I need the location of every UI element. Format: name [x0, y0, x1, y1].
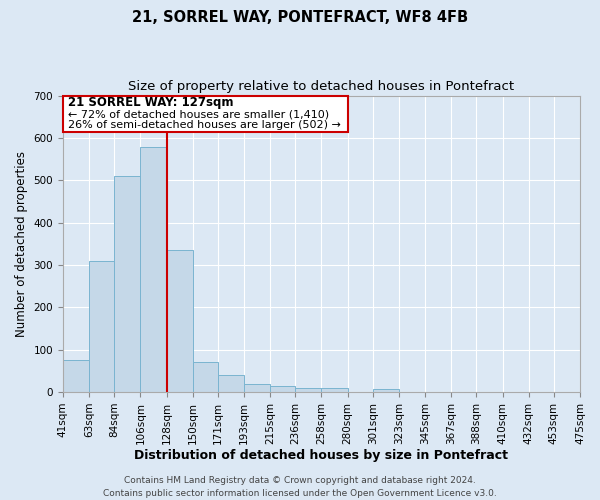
Bar [322, 388, 347, 392]
Bar [373, 389, 399, 392]
Bar [270, 386, 295, 392]
Text: 26% of semi-detached houses are larger (502) →: 26% of semi-detached houses are larger (… [68, 120, 341, 130]
Bar [167, 250, 193, 392]
Text: Contains HM Land Registry data © Crown copyright and database right 2024.
Contai: Contains HM Land Registry data © Crown c… [103, 476, 497, 498]
Bar [114, 176, 140, 392]
Bar [63, 96, 347, 132]
Bar [244, 384, 270, 392]
Text: 21 SORREL WAY: 127sqm: 21 SORREL WAY: 127sqm [68, 96, 233, 108]
Bar [89, 261, 114, 392]
Bar [218, 375, 244, 392]
Bar [295, 388, 322, 392]
X-axis label: Distribution of detached houses by size in Pontefract: Distribution of detached houses by size … [134, 450, 508, 462]
Bar [63, 360, 89, 392]
Y-axis label: Number of detached properties: Number of detached properties [15, 151, 28, 337]
Title: Size of property relative to detached houses in Pontefract: Size of property relative to detached ho… [128, 80, 515, 93]
Bar [140, 147, 167, 392]
Text: ← 72% of detached houses are smaller (1,410): ← 72% of detached houses are smaller (1,… [68, 109, 329, 119]
Bar [193, 362, 218, 392]
Text: 21, SORREL WAY, PONTEFRACT, WF8 4FB: 21, SORREL WAY, PONTEFRACT, WF8 4FB [132, 10, 468, 25]
